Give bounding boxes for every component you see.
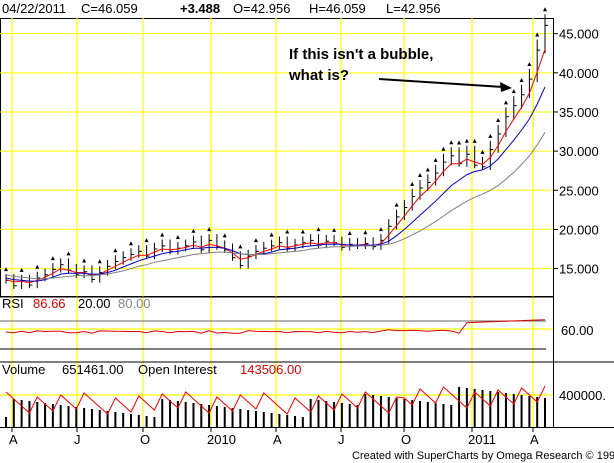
bar-arrow	[503, 100, 508, 105]
volume-label: Volume	[2, 362, 45, 377]
credit-text: Created with SuperCharts by Omega Resear…	[352, 450, 614, 462]
y-tick-label: 15.000	[559, 262, 599, 277]
bar-arrow	[394, 202, 399, 207]
bar-arrow	[496, 117, 501, 122]
bar-arrow	[449, 140, 454, 145]
series-line	[5, 86, 546, 282]
time-axis: A J O 2010 A J O 2011 A	[9, 427, 539, 447]
header-high: H=46.059	[309, 1, 366, 16]
bar-arrow	[128, 241, 133, 246]
bar-arrow	[191, 228, 196, 233]
price-axis: 45.000 40.000 35.000 30.000 25.000 20.000 15.0…	[559, 27, 599, 277]
rsi-label: RSI	[2, 296, 24, 311]
bar-arrow	[207, 227, 212, 232]
rsi-path	[5, 319, 546, 334]
bar-arrow	[82, 258, 87, 263]
bar-arrow	[332, 227, 337, 232]
bar-arrow	[144, 238, 149, 243]
bar-arrow	[410, 181, 415, 186]
bar-arrow	[535, 32, 540, 37]
annotation-line-1: If this isn't a bubble,	[289, 46, 433, 63]
bar-arrow	[464, 138, 469, 143]
y-tick-label: 45.000	[559, 27, 599, 42]
price-series	[5, 49, 546, 284]
bar-arrow	[97, 259, 102, 264]
open-interest-line	[5, 385, 546, 415]
bar-arrow	[222, 233, 227, 238]
bar-arrow	[441, 146, 446, 151]
header-open: O=42.956	[233, 1, 290, 16]
bar-arrow	[300, 229, 305, 234]
bar-arrow	[425, 167, 430, 172]
bar-arrow	[418, 173, 423, 178]
price-frame	[0, 18, 554, 297]
y-tick-label: 35.000	[559, 105, 599, 120]
x-tick-label: J	[338, 432, 345, 447]
bar-arrow	[285, 229, 290, 234]
bar-arrow	[543, 7, 547, 12]
x-tick-label: O	[140, 432, 150, 447]
x-tick-label: A	[273, 432, 282, 447]
annotation-line-2: what is?	[288, 67, 349, 84]
bar-arrow	[35, 264, 40, 269]
y-tick-label: 25.000	[559, 183, 599, 198]
x-tick-label: A	[9, 432, 18, 447]
y-tick-label: 40.000	[559, 66, 599, 81]
bar-arrow	[519, 78, 524, 83]
bar-arrow	[488, 133, 493, 138]
bar-arrow	[378, 227, 383, 232]
bar-arrow	[363, 230, 368, 235]
bar-arrow	[527, 62, 532, 67]
y-tick-label: 30.000	[559, 144, 599, 159]
bar-arrow	[238, 244, 243, 249]
bar-arrows	[4, 7, 547, 272]
x-tick-label: A	[530, 432, 539, 447]
bar-arrow	[269, 232, 274, 237]
bar-arrow	[472, 138, 477, 143]
bar-arrow	[433, 157, 438, 162]
x-tick-label: 2011	[468, 432, 496, 447]
open-interest-value: 143506.00	[240, 362, 301, 377]
bar-arrow	[175, 234, 180, 239]
bar-arrow	[480, 149, 485, 154]
header-date: 04/22/2011	[2, 1, 66, 16]
header-low: L=42.956	[386, 1, 441, 16]
rsi-value: 86.66	[33, 296, 66, 311]
annotation-arrow	[378, 78, 512, 92]
header-close: C=46.059	[81, 1, 138, 16]
bar-arrow	[66, 251, 71, 256]
bar-arrow	[50, 256, 55, 261]
rsi-level-high: 80.00	[118, 296, 151, 311]
rsi-tick: 60.00	[561, 323, 594, 338]
volume-tick: 400000.	[559, 388, 606, 403]
rsi-level-low: 20.00	[78, 296, 111, 311]
volume-value: 651461.00	[62, 362, 123, 377]
bar-arrow	[19, 267, 24, 272]
y-tick-label: 20.000	[559, 222, 599, 237]
bar-arrow	[4, 267, 8, 272]
bar-arrow	[316, 227, 321, 232]
rsi-line	[5, 319, 546, 334]
header-change: +3.488	[180, 1, 220, 16]
open-interest-path	[5, 385, 546, 415]
bar-arrow	[511, 89, 516, 94]
x-tick-label: J	[74, 432, 81, 447]
bar-arrow	[113, 248, 118, 253]
bar-arrow	[253, 238, 258, 243]
bar-arrow	[457, 140, 462, 145]
bar-arrow	[160, 232, 165, 237]
bar-arrow	[347, 231, 352, 236]
series-line	[5, 132, 546, 280]
open-interest-label: Open Interest	[138, 362, 217, 377]
x-tick-label: 2010	[207, 432, 236, 447]
x-tick-label: O	[401, 432, 411, 447]
